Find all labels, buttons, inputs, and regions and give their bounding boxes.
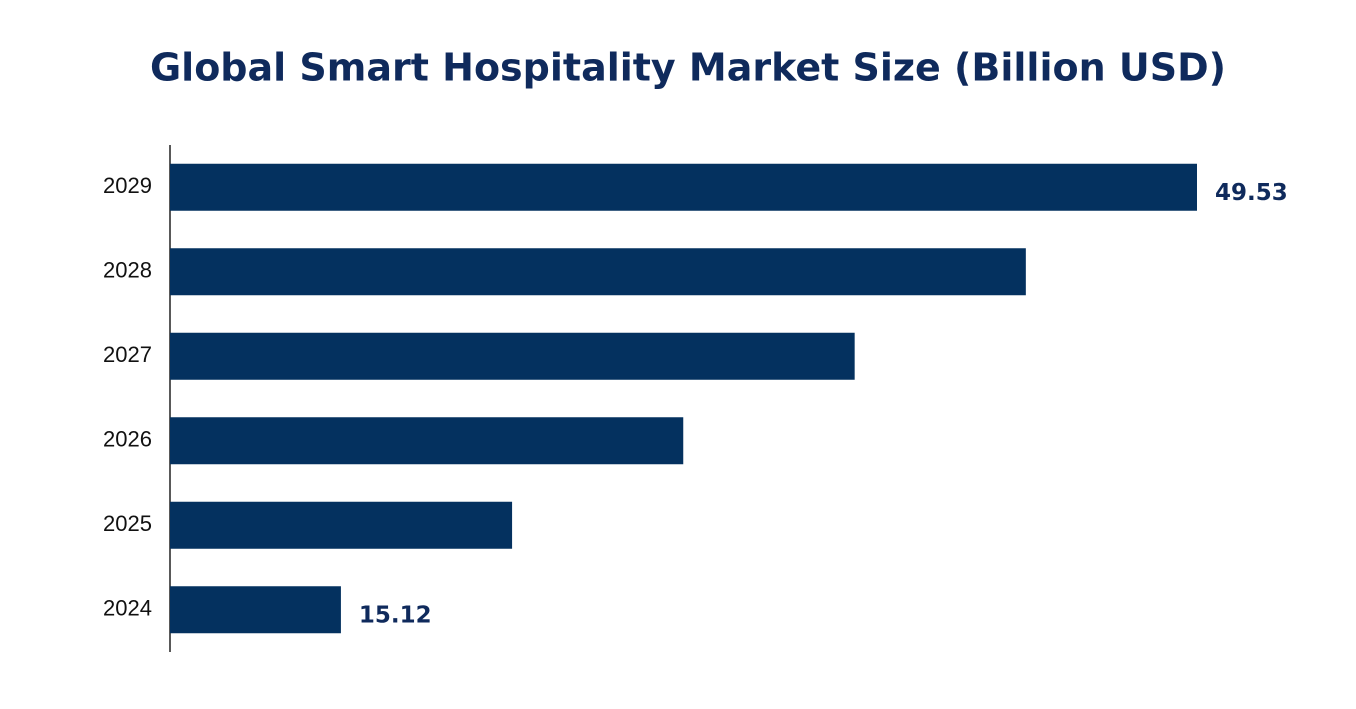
bar: [170, 163, 1197, 211]
bar: [170, 332, 855, 380]
y-tick-label: 2029: [103, 173, 152, 198]
y-tick-label: 2027: [103, 342, 152, 367]
y-tick-label: 2024: [103, 596, 152, 621]
y-tick-label: 2028: [103, 258, 152, 283]
bar: [170, 501, 513, 549]
y-tick-label: 2026: [103, 427, 152, 452]
bar: [170, 417, 684, 465]
y-tick-label: 2025: [103, 511, 152, 536]
bar: [170, 248, 1026, 296]
chart-title: Global Smart Hospitality Market Size (Bi…: [150, 46, 1226, 90]
value-label: 15.12: [359, 602, 432, 628]
bar: [170, 586, 341, 634]
value-label: 49.53: [1215, 180, 1288, 206]
